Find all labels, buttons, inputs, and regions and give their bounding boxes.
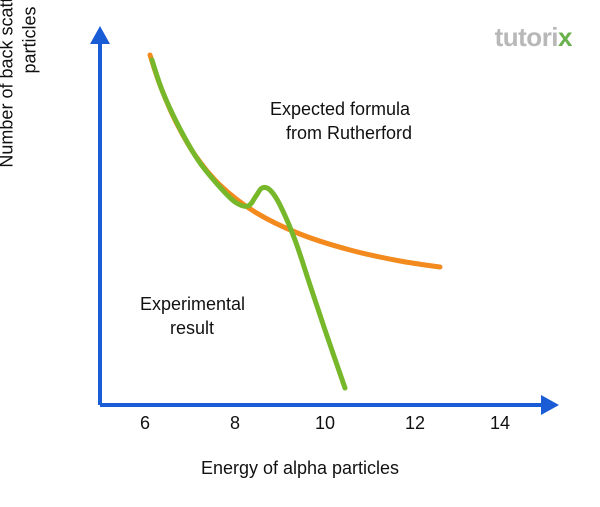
y-axis-label-line2: particles bbox=[18, 0, 41, 200]
rutherford-label-line1: Expected formula bbox=[270, 99, 411, 119]
scatter-chart: 6 8 10 12 14 Expected formula from Rutherfor… bbox=[0, 0, 600, 507]
x-tick-label: 12 bbox=[405, 413, 425, 433]
x-tick-label: 6 bbox=[140, 413, 150, 433]
experimental-label-line1: Experimental bbox=[140, 294, 245, 314]
rutherford-label-line2: from Rutherford bbox=[286, 123, 412, 143]
x-tick-label: 8 bbox=[230, 413, 240, 433]
x-tick-label: 10 bbox=[315, 413, 335, 433]
y-axis-label: Number of back scattered alpha particles bbox=[0, 0, 41, 200]
x-tick-labels: 6 8 10 12 14 bbox=[140, 413, 510, 433]
y-axis-label-line1: Number of back scattered alpha bbox=[0, 0, 17, 168]
x-axis-label: Energy of alpha particles bbox=[0, 458, 600, 479]
x-tick-label: 14 bbox=[490, 413, 510, 433]
experimental-label-line2: result bbox=[170, 318, 214, 338]
